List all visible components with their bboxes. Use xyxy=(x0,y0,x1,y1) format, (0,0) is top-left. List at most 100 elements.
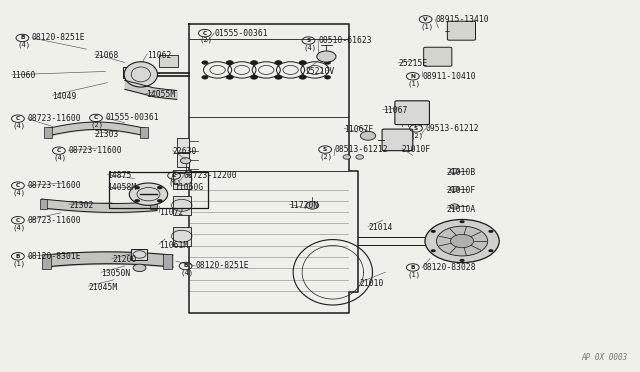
Text: (2): (2) xyxy=(91,122,104,128)
Text: B: B xyxy=(411,265,415,270)
Circle shape xyxy=(134,199,140,202)
Circle shape xyxy=(129,183,168,205)
FancyBboxPatch shape xyxy=(424,47,452,66)
Bar xyxy=(177,153,189,167)
Circle shape xyxy=(299,76,305,79)
Circle shape xyxy=(226,61,232,64)
Text: AP 0X 0003: AP 0X 0003 xyxy=(581,353,627,362)
Text: 11060G: 11060G xyxy=(174,183,204,192)
Text: 11720N: 11720N xyxy=(289,201,319,210)
Circle shape xyxy=(300,61,307,64)
Circle shape xyxy=(324,61,331,64)
Text: (4): (4) xyxy=(54,154,67,161)
Text: 14058M: 14058M xyxy=(108,183,137,192)
Text: 11072: 11072 xyxy=(159,208,183,217)
Circle shape xyxy=(275,76,281,79)
Circle shape xyxy=(451,234,474,248)
Circle shape xyxy=(252,61,258,64)
Bar xyxy=(123,67,141,78)
Text: S: S xyxy=(307,38,310,43)
Bar xyxy=(163,254,172,269)
Circle shape xyxy=(227,61,234,64)
Text: 11060: 11060 xyxy=(12,71,36,80)
Circle shape xyxy=(425,219,499,263)
Circle shape xyxy=(450,169,459,174)
Text: 25215E: 25215E xyxy=(398,60,428,68)
Circle shape xyxy=(250,76,257,79)
Text: 11067F: 11067F xyxy=(344,125,374,134)
Text: (1): (1) xyxy=(408,80,420,87)
Text: 08120-8301E: 08120-8301E xyxy=(28,252,81,261)
FancyBboxPatch shape xyxy=(382,129,413,151)
Circle shape xyxy=(450,204,459,209)
FancyBboxPatch shape xyxy=(447,21,476,40)
Text: (4): (4) xyxy=(303,44,316,51)
Bar xyxy=(159,55,178,67)
Text: (4): (4) xyxy=(13,189,26,196)
Circle shape xyxy=(276,61,282,64)
Circle shape xyxy=(276,76,282,79)
Bar xyxy=(40,199,47,209)
Text: C: C xyxy=(203,31,207,36)
Text: 21010A: 21010A xyxy=(447,205,476,214)
Text: 08723-11600: 08723-11600 xyxy=(68,146,122,155)
Circle shape xyxy=(180,158,191,164)
Text: (4): (4) xyxy=(180,270,193,276)
Circle shape xyxy=(431,249,436,252)
Text: V: V xyxy=(423,17,428,22)
Ellipse shape xyxy=(124,62,157,87)
Circle shape xyxy=(360,131,376,140)
Text: 08510-61623: 08510-61623 xyxy=(318,36,372,45)
Text: 08723-11600: 08723-11600 xyxy=(28,114,81,123)
Circle shape xyxy=(133,264,146,272)
Circle shape xyxy=(226,76,232,79)
Text: 14055M: 14055M xyxy=(146,90,175,99)
Text: 14875: 14875 xyxy=(108,171,132,180)
Circle shape xyxy=(343,155,351,159)
Circle shape xyxy=(431,230,436,233)
Text: 08120-8251E: 08120-8251E xyxy=(195,262,249,270)
Text: 08723-11600: 08723-11600 xyxy=(28,216,81,225)
Circle shape xyxy=(300,76,307,79)
Circle shape xyxy=(460,259,465,262)
Text: 08911-10410: 08911-10410 xyxy=(422,72,476,81)
Circle shape xyxy=(252,76,258,79)
Circle shape xyxy=(324,76,331,79)
Circle shape xyxy=(202,61,208,64)
Bar xyxy=(44,127,52,138)
Text: 25210V: 25210V xyxy=(306,67,335,76)
Text: 09513-61212: 09513-61212 xyxy=(426,124,479,133)
Circle shape xyxy=(134,186,140,189)
Text: B: B xyxy=(20,35,24,41)
Text: (2): (2) xyxy=(411,132,424,139)
Text: (4): (4) xyxy=(17,42,30,48)
Bar xyxy=(173,227,191,246)
Circle shape xyxy=(317,51,336,62)
Text: 08723-12200: 08723-12200 xyxy=(184,171,237,180)
Text: 08120-8251E: 08120-8251E xyxy=(32,33,86,42)
Text: C: C xyxy=(16,116,20,121)
Text: 11067: 11067 xyxy=(383,106,407,115)
Bar xyxy=(42,254,51,269)
Circle shape xyxy=(488,230,493,233)
Text: C: C xyxy=(94,115,98,121)
Text: (2): (2) xyxy=(200,37,212,44)
Circle shape xyxy=(299,61,305,64)
Text: C: C xyxy=(16,183,20,188)
Circle shape xyxy=(202,76,208,79)
Text: 21303: 21303 xyxy=(95,130,119,139)
Text: S: S xyxy=(323,147,327,152)
Bar xyxy=(109,172,208,208)
Text: B: B xyxy=(16,254,20,259)
Text: 21010F: 21010F xyxy=(447,186,476,195)
Text: 21068: 21068 xyxy=(95,51,119,60)
Bar xyxy=(173,170,191,189)
Circle shape xyxy=(450,186,459,192)
Text: C: C xyxy=(16,218,20,223)
Text: 11062: 11062 xyxy=(147,51,172,60)
Text: 14049: 14049 xyxy=(52,92,77,101)
Circle shape xyxy=(356,155,364,159)
FancyBboxPatch shape xyxy=(395,101,429,125)
Text: 08120-83028: 08120-83028 xyxy=(422,263,476,272)
Circle shape xyxy=(460,220,465,223)
